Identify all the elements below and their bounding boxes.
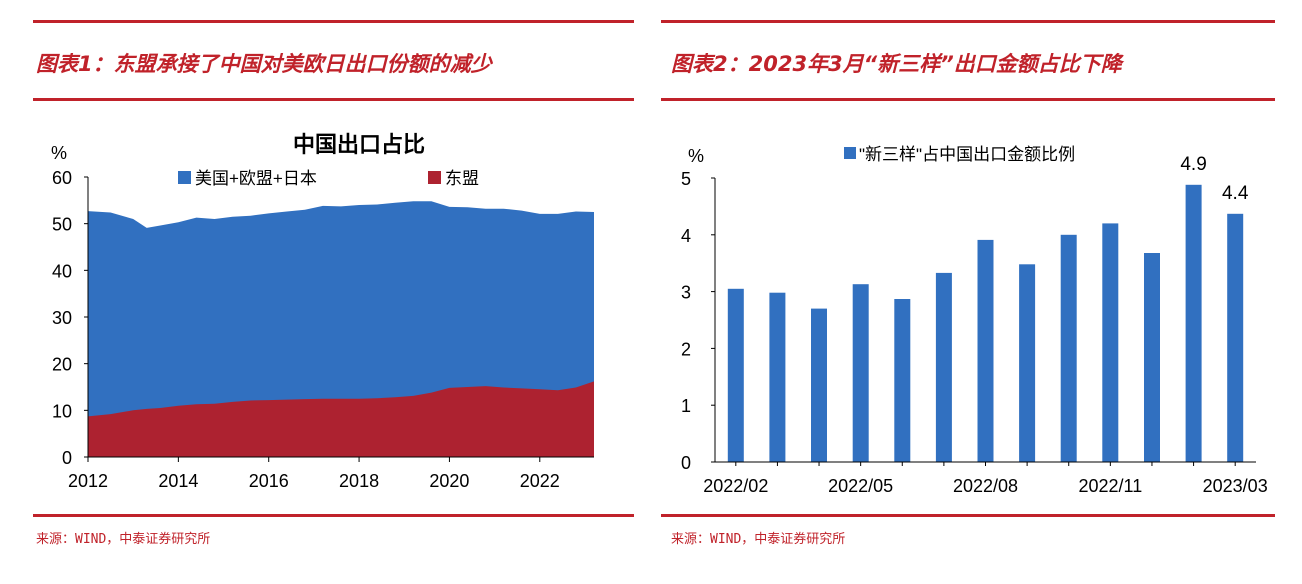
bar-2022-07 — [935, 272, 952, 462]
bar-2023-01 — [1185, 184, 1202, 463]
source-note: 来源：WIND，中泰证券研究所 — [36, 532, 211, 547]
bar-2022-02 — [727, 288, 744, 462]
panel-asean-share: 图表1：东盟承接了中国对美欧日出口份额的减少 0 10 20 30 40 50 60 2012… — [33, 20, 634, 547]
data-label: 4.9 — [1180, 154, 1206, 175]
y-tick-label: 1 — [681, 396, 691, 416]
y-tick-label: 5 — [681, 169, 691, 189]
x-tick-label: 2014 — [158, 471, 198, 491]
bottom-rule — [33, 514, 634, 517]
top-rule — [661, 20, 1275, 23]
y-tick-label: 10 — [52, 401, 72, 421]
bar-2022-12 — [1144, 253, 1160, 462]
x-tick-label: 2022/05 — [828, 476, 893, 496]
legend-label-us-eu-japan: 美国+欧盟+日本 — [195, 169, 317, 188]
bar-2023-03 — [1227, 213, 1244, 462]
bar-2022-05 — [852, 284, 869, 462]
series-area-asean — [88, 381, 594, 457]
y-tick-label: 0 — [681, 453, 691, 473]
legend-swatch-asean — [428, 171, 441, 184]
data-label: 4.4 — [1222, 183, 1249, 204]
y-tick-label: 40 — [52, 261, 72, 281]
x-tick-label: 2022 — [520, 471, 560, 491]
panel-new-three-share: 图表2：2023年3月“新三样”出口金额占比下降 0 1 2 3 4 5 2022/02 20… — [651, 0, 1302, 584]
top-rule — [33, 20, 634, 23]
title-rule — [33, 98, 634, 101]
x-tick-label: 2023/03 — [1203, 476, 1268, 496]
x-tick-label: 2022/08 — [953, 476, 1018, 496]
source-note: 来源：WIND，中泰证券研究所 — [671, 532, 846, 547]
bar-2022-09 — [1019, 264, 1036, 462]
bar-2022-11 — [1102, 223, 1119, 462]
y-tick-label: 0 — [62, 448, 72, 468]
y-tick-label: 60 — [52, 168, 72, 188]
y-tick-label: 4 — [681, 226, 691, 246]
x-tick-label: 2012 — [68, 471, 108, 491]
y-axis-unit: % — [688, 146, 704, 166]
legend-label-asean: 东盟 — [445, 169, 479, 188]
x-tick-label: 2018 — [339, 471, 379, 491]
x-tick-label: 2022/02 — [703, 476, 768, 496]
figure-title: 图表2：2023年3月“新三样”出口金额占比下降 — [671, 52, 1122, 76]
area-chart: 0 10 20 30 40 50 60 2012 2014 2016 2018 2020 2022% 中国… — [51, 132, 594, 491]
figure-title: 图表1：东盟承接了中国对美欧日出口份额的减少 — [36, 52, 492, 76]
x-tick-label: 2022/11 — [1078, 476, 1142, 496]
bar-2022-06 — [894, 299, 911, 462]
y-axis-unit: % — [51, 143, 67, 163]
bar-2022-10 — [1060, 234, 1077, 462]
y-tick-label: 50 — [52, 215, 72, 235]
bar-2022-03 — [769, 292, 786, 462]
bar-2022-04 — [811, 308, 827, 462]
legend-swatch — [844, 147, 856, 159]
x-tick-label: 2020 — [429, 471, 469, 491]
bottom-rule — [661, 514, 1275, 517]
bar-chart: 0 1 2 3 4 5 2022/02 2022/05 2022/08 2022/11 2023/0… — [681, 145, 1268, 496]
chart-title: 中国出口占比 — [293, 132, 425, 157]
legend-swatch-us-eu-japan — [178, 171, 191, 184]
title-rule — [661, 98, 1275, 101]
x-tick-label: 2016 — [249, 471, 289, 491]
bar-2022-08 — [977, 239, 994, 462]
y-tick-label: 20 — [52, 355, 72, 375]
legend-label: "新三样"占中国出口金额比例 — [859, 145, 1075, 164]
y-tick-label: 3 — [681, 283, 691, 303]
y-tick-label: 2 — [681, 339, 691, 359]
y-tick-label: 30 — [52, 308, 72, 328]
